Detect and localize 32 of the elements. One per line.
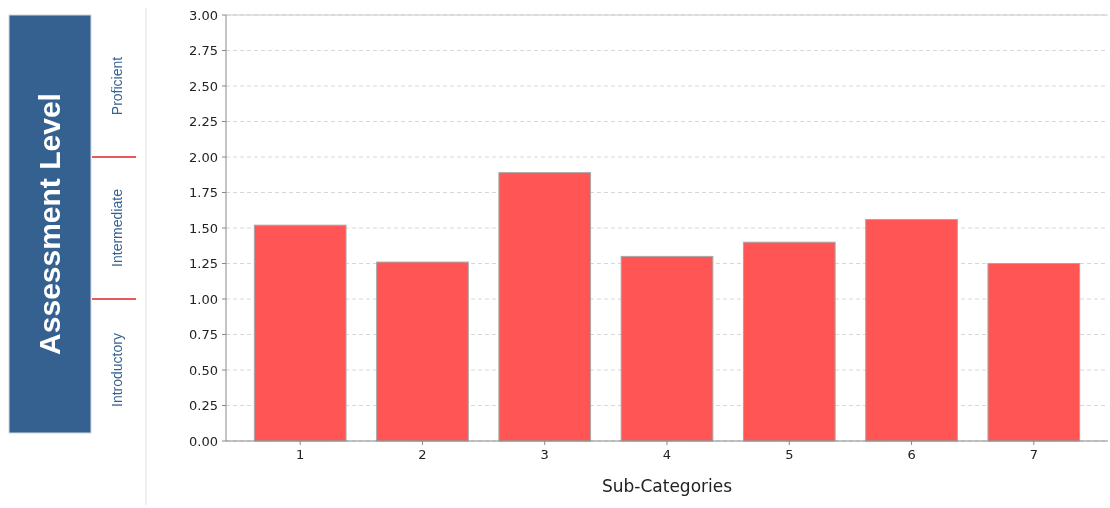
bar — [498, 172, 592, 442]
text: Proficient — [109, 56, 125, 116]
x-tick-label: 5 — [785, 447, 794, 462]
y-tick-label: 0.75 — [189, 327, 218, 343]
y-tick-label: 1.00 — [189, 291, 218, 307]
y-tick-label: 1.50 — [189, 220, 218, 236]
bar — [253, 224, 347, 442]
text: Introductory — [109, 333, 125, 407]
bar — [865, 218, 958, 442]
x-axis-title: Sub-Categories — [601, 476, 733, 496]
x-tick-label: 6 — [907, 447, 916, 462]
x-tick-label: 4 — [662, 447, 672, 462]
y-axis-title: Assessment Level — [33, 93, 66, 355]
x-tick-label: 2 — [418, 447, 427, 462]
bar — [987, 263, 1081, 442]
x-tick-label: 7 — [1029, 447, 1038, 462]
y-tick-label: 1.25 — [189, 256, 218, 272]
y-tick-label: 2.00 — [189, 149, 218, 165]
y-tick-label: 0.25 — [189, 398, 218, 414]
text: Intermediate — [109, 188, 125, 267]
x-tick-label: 3 — [540, 447, 549, 462]
bar — [742, 241, 836, 442]
y-tick-label: 0.00 — [189, 433, 218, 449]
y-tick-label: 0.50 — [189, 362, 218, 378]
x-tick-label: 1 — [296, 447, 305, 462]
y-tick-label: 2.50 — [189, 78, 218, 94]
bar — [376, 261, 469, 442]
y-tick-label: 2.75 — [189, 43, 218, 59]
y-tick-label: 1.75 — [189, 185, 218, 201]
y-tick-label: 2.25 — [189, 114, 218, 130]
y-tick-label: 3.00 — [189, 7, 218, 23]
bar — [620, 255, 714, 442]
